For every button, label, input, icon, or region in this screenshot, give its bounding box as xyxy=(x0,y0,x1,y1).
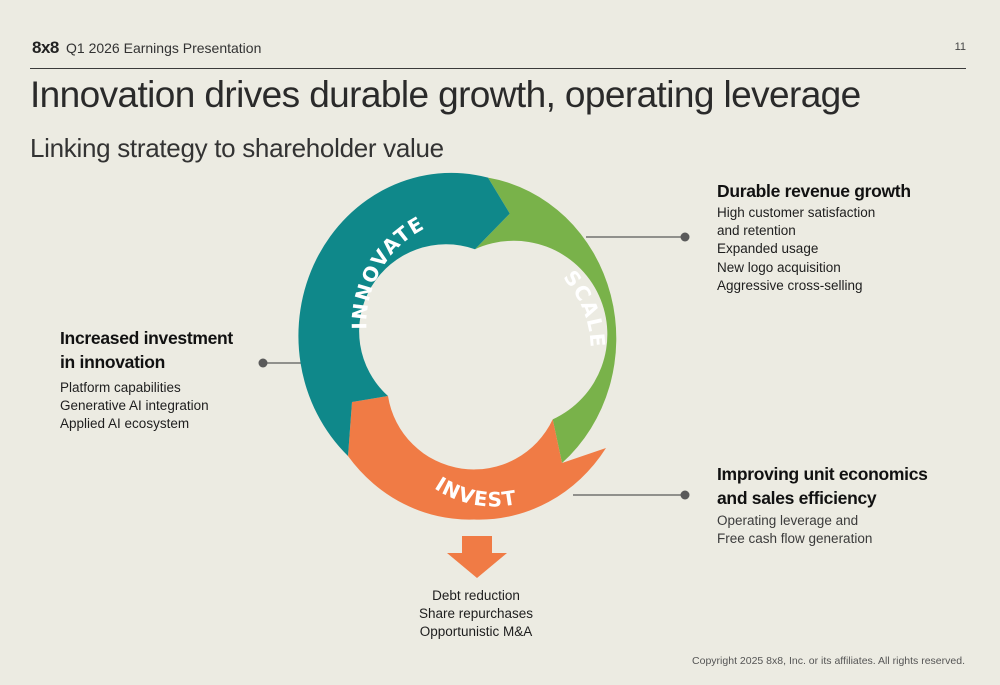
connector-lines xyxy=(258,232,690,500)
unit-economics-item: Operating leverage and xyxy=(717,513,859,528)
capital-allocation-block: Debt reduction Share repurchases Opportu… xyxy=(376,587,576,642)
slide-title: Innovation drives durable growth, operat… xyxy=(30,74,861,115)
investment-innovation-block: Increased investment in innovation Platf… xyxy=(60,326,260,434)
connector-dot-top-right xyxy=(680,232,690,242)
investment-item: Generative AI integration xyxy=(60,398,209,414)
deck-title: Q1 2026 Earnings Presentation xyxy=(66,40,262,56)
revenue-growth-heading: Durable revenue growth xyxy=(717,181,911,201)
connector-dot-bottom-right xyxy=(680,490,690,500)
unit-economics-heading-line-1: Improving unit economics xyxy=(717,464,928,484)
unit-economics-block: Improving unit economics and sales effic… xyxy=(717,462,967,548)
invest-down-arrow xyxy=(447,536,507,578)
connector-dot-left xyxy=(258,358,268,368)
investment-heading-line-2: in innovation xyxy=(60,352,165,372)
capital-allocation-item: Debt reduction xyxy=(432,588,520,603)
revenue-growth-item: Aggressive cross-selling xyxy=(717,277,863,293)
invest-segment xyxy=(348,396,606,520)
scale-segment xyxy=(475,177,617,463)
revenue-growth-item: Expanded usage xyxy=(717,241,819,257)
unit-economics-heading-line-2: and sales efficiency xyxy=(717,488,877,508)
investment-item: Applied AI ecosystem xyxy=(60,416,190,432)
copyright-notice: Copyright 2025 8x8, Inc. or its affiliat… xyxy=(692,655,965,667)
capital-allocation-item: Share repurchases xyxy=(418,606,534,622)
slide-header: 8x8 Q1 2026 Earnings Presentation 11 xyxy=(30,36,966,69)
investment-item: Platform capabilities xyxy=(60,380,181,395)
unit-economics-item: Free cash flow generation xyxy=(717,531,873,547)
page-number: 11 xyxy=(954,41,966,53)
revenue-growth-block: Durable revenue growth High customer sat… xyxy=(717,179,957,295)
innovate-segment xyxy=(298,172,510,457)
slide-subtitle: Linking strategy to shareholder value xyxy=(30,133,444,163)
capital-allocation-item: Opportunistic M&A xyxy=(419,624,533,640)
brand-logo: 8x8 xyxy=(32,38,59,57)
revenue-growth-item: and retention xyxy=(717,223,796,239)
revenue-growth-item: High customer satisfaction xyxy=(717,205,876,220)
investment-heading-line-1: Increased investment xyxy=(60,328,233,348)
revenue-growth-item: New logo acquisition xyxy=(717,259,841,275)
